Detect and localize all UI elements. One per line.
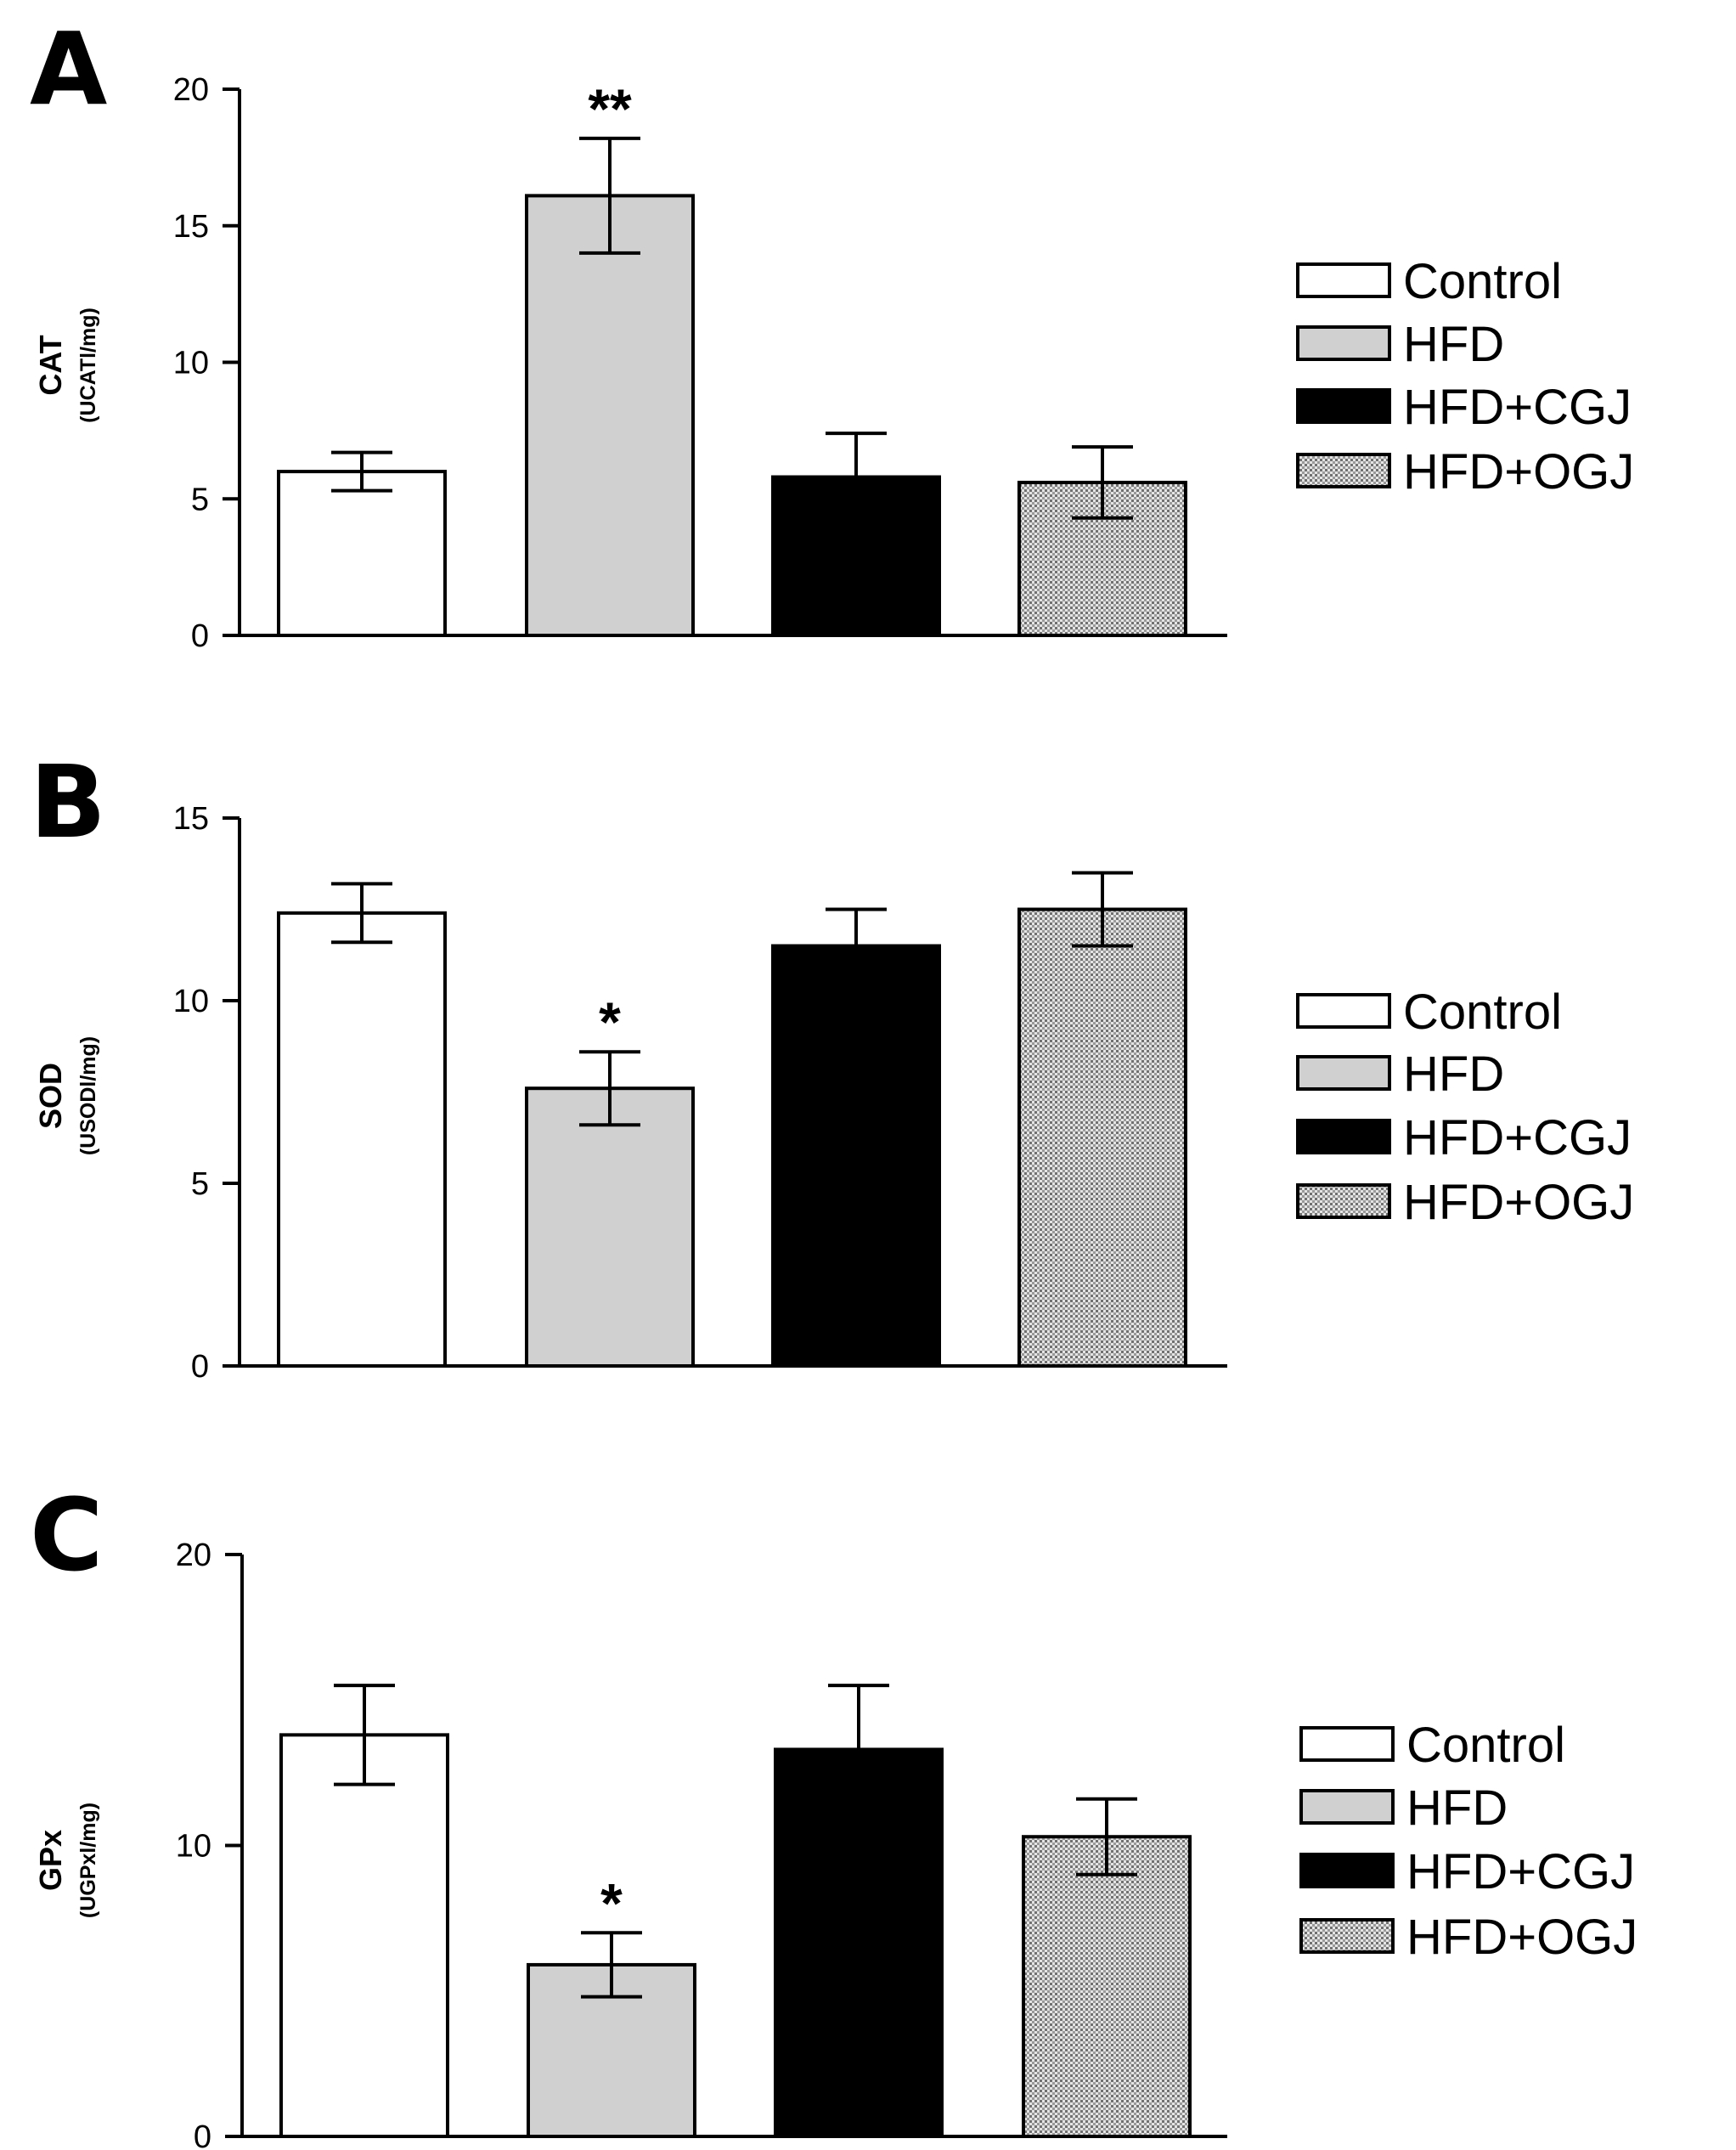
bar-hfd-cgj: [774, 1747, 944, 2139]
legend-label-hfd-ogj: HFD+OGJ: [1406, 1910, 1637, 1965]
y-tick-label: 20: [176, 1538, 211, 1573]
legend-swatch-hfd-cgj: [1296, 388, 1391, 424]
legend-swatch-hfd-ogj: [1296, 453, 1391, 488]
legend-label-control: Control: [1406, 1718, 1565, 1773]
y-tick-label: 15: [173, 209, 209, 245]
legend: Control HFD HFD+CGJ HFD+OGJ: [1296, 254, 1634, 499]
error-bar-hfd-ogj: [1076, 1797, 1137, 1876]
y-axis-unit: (USODl/mg): [76, 1036, 100, 1155]
legend: Control HFD HFD+CGJ HFD+OGJ: [1296, 985, 1634, 1230]
error-bar-control: [331, 882, 392, 945]
bar-control: [277, 911, 447, 1368]
y-axis-unit: (UGPxl/mg): [76, 1803, 100, 1918]
legend-label-hfd: HFD: [1406, 1780, 1508, 1836]
significance-marker: *: [599, 990, 621, 1053]
y-tick-label: 0: [194, 2119, 211, 2150]
significance-marker: *: [600, 1871, 623, 1934]
legend-swatch-control: [1296, 993, 1391, 1029]
legend-swatch-hfd-ogj: [1296, 1183, 1391, 1219]
y-tick-label: 15: [173, 801, 209, 837]
y-tick-label: 10: [176, 1829, 211, 1865]
error-bar-hfd-cgj: [828, 1684, 889, 1815]
chart-panel-a: A 0 5 10 15 20 CAT (UCATl/mg) ** Control HFD HFD+CG…: [30, 10, 1634, 654]
legend-swatch-control: [1296, 262, 1391, 298]
error-bar-hfd-ogj: [1072, 871, 1133, 948]
y-tick-label: 0: [191, 1349, 209, 1385]
y-axis-title: SOD: [33, 1063, 68, 1129]
legend-label-hfd-ogj: HFD+OGJ: [1403, 1175, 1634, 1230]
legend-label-hfd: HFD: [1403, 1047, 1504, 1102]
error-bar-hfd-cgj: [826, 907, 887, 985]
y-tick-label: 10: [173, 984, 209, 1019]
error-bar-control: [331, 450, 392, 493]
y-axis-title: CAT: [33, 335, 68, 395]
error-bar-hfd: [579, 1050, 640, 1127]
y-axis-label: GPx (UGPxl/mg): [33, 1803, 100, 1918]
error-bar-hfd: [579, 136, 640, 255]
legend-label-hfd-ogj: HFD+OGJ: [1403, 444, 1634, 499]
bar-hfd-cgj: [771, 944, 941, 1368]
panel-letter: A: [30, 10, 107, 127]
legend-label-hfd-cgj: HFD+CGJ: [1403, 1110, 1632, 1165]
legend-swatch-hfd-ogj: [1299, 1918, 1395, 1954]
legend-swatch-hfd-cgj: [1296, 1119, 1391, 1154]
y-tick-label: 5: [191, 482, 209, 517]
error-bar-hfd-ogj: [1072, 445, 1133, 520]
bar-hfd: [525, 194, 695, 637]
y-tick-label: 5: [191, 1166, 209, 1202]
bar-hfd: [525, 1086, 695, 1368]
y-tick-label: 0: [191, 618, 209, 654]
error-bar-control: [334, 1684, 395, 1786]
bar-control: [279, 1733, 449, 2138]
bar-hfd-ogj: [1022, 1835, 1192, 2139]
legend-swatch-hfd-cgj: [1299, 1853, 1395, 1888]
y-axis-unit: (UCATl/mg): [76, 308, 100, 423]
bar-hfd-cgj: [771, 475, 941, 638]
error-bar-hfd-cgj: [826, 432, 887, 522]
error-bar-hfd: [581, 1931, 642, 1999]
chart-panel-c: C 0 10 20 GPx (UGPxl/mg) * Control HFD HFD+CGJ HFD…: [30, 1476, 1637, 2150]
bar-hfd-ogj: [1017, 907, 1187, 1368]
y-tick-label: 10: [173, 346, 209, 381]
legend-swatch-control: [1299, 1726, 1395, 1762]
chart-panel-b: B 0 5 10 15 SOD (USODl/mg) * Control HFD HFD+CGJ HF…: [30, 743, 1634, 1385]
y-axis-label: CAT (UCATl/mg): [33, 308, 100, 423]
legend-swatch-hfd: [1299, 1789, 1395, 1825]
legend-swatch-hfd: [1296, 325, 1391, 361]
panel-letter: B: [30, 743, 106, 861]
y-axis-title: GPx: [33, 1830, 68, 1891]
y-tick-label: 20: [173, 72, 209, 108]
bar-control: [277, 470, 447, 637]
legend: Control HFD HFD+CGJ HFD+OGJ: [1299, 1718, 1637, 1965]
legend-swatch-hfd: [1296, 1055, 1391, 1091]
legend-label-control: Control: [1403, 985, 1562, 1040]
legend-label-hfd-cgj: HFD+CGJ: [1406, 1844, 1635, 1899]
significance-marker: **: [588, 77, 632, 140]
legend-label-control: Control: [1403, 254, 1562, 309]
y-axis-label: SOD (USODl/mg): [33, 1036, 100, 1155]
legend-label-hfd-cgj: HFD+CGJ: [1403, 380, 1632, 435]
legend-label-hfd: HFD: [1403, 317, 1504, 372]
panel-letter: C: [30, 1476, 104, 1594]
